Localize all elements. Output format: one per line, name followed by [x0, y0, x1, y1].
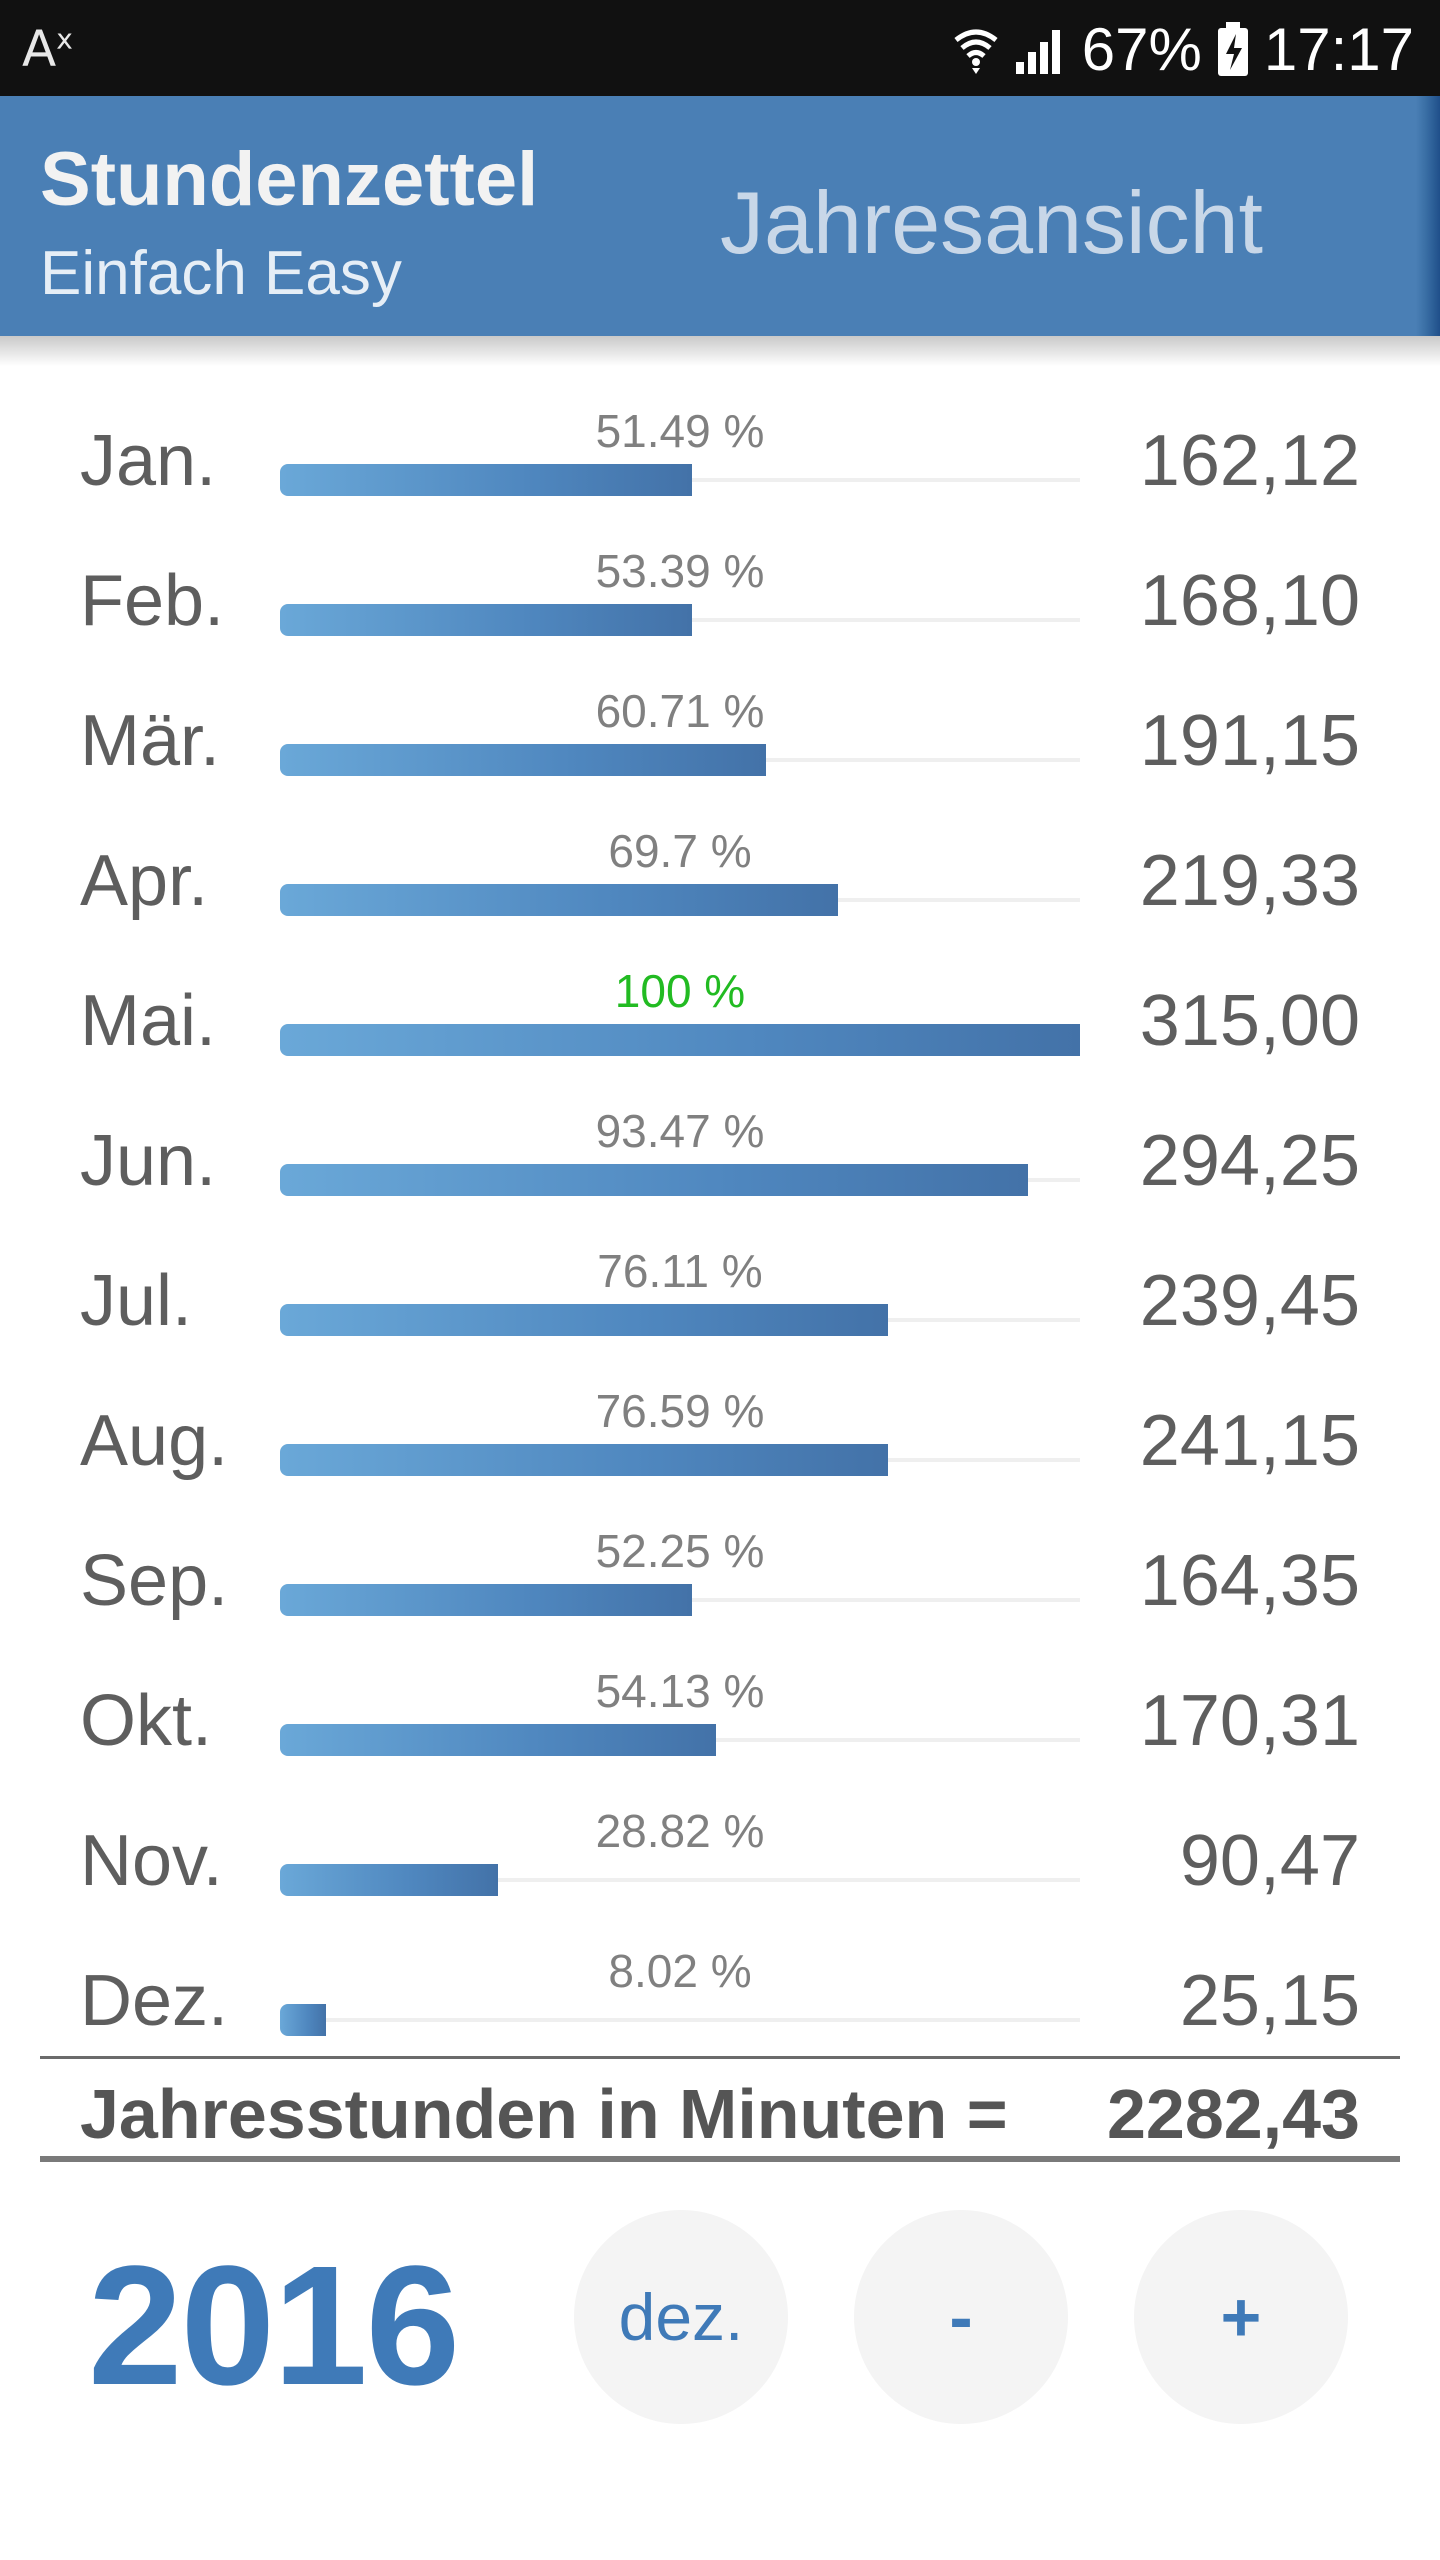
status-bar: Ax 67% 17:17	[0, 0, 1440, 96]
status-time: 17:17	[1263, 15, 1414, 83]
percent-label: 51.49 %	[595, 405, 765, 457]
progress-track	[280, 1878, 1080, 1882]
divider	[40, 2156, 1400, 2162]
month-row[interactable]: Mär. 60.71 % 191,15	[0, 660, 1440, 800]
percent-label: 54.13 %	[595, 1665, 765, 1717]
battery-charging-icon	[1217, 22, 1248, 76]
month-label: Nov.	[80, 1821, 223, 1901]
month-hours-value: 90,47	[1179, 1821, 1360, 1901]
year-display: 2016	[88, 2231, 460, 2421]
progress-bar-fill	[280, 464, 692, 496]
month-hours-value: 25,15	[1179, 1961, 1360, 2041]
month-label: Aug.	[80, 1401, 229, 1481]
year-increment-button[interactable]: +	[1134, 2210, 1348, 2424]
app-bar-edge	[1416, 96, 1440, 336]
total-value: 2282,43	[1106, 2075, 1360, 2153]
month-label: Dez.	[80, 1961, 229, 2041]
progress-track	[280, 2018, 1080, 2022]
month-label: Mai.	[80, 981, 217, 1061]
month-row[interactable]: Mai. 100 % 315,00	[0, 940, 1440, 1080]
month-label: Mär.	[80, 701, 221, 781]
month-select-button[interactable]: dez.	[574, 2210, 788, 2424]
percent-label: 8.02 %	[608, 1945, 752, 1997]
month-label: Jul.	[80, 1261, 193, 1341]
status-icons: 67% 17:17	[952, 14, 1414, 84]
signal-icon	[1015, 30, 1060, 74]
month-row[interactable]: Apr. 69.7 % 219,33	[0, 800, 1440, 940]
accessibility-icon: Ax	[22, 20, 73, 78]
month-hours-value: 170,31	[1139, 1681, 1360, 1761]
month-hours-value: 168,10	[1139, 561, 1360, 641]
progress-bar-fill	[280, 1444, 888, 1476]
month-row[interactable]: Jun. 93.47 % 294,25	[0, 1080, 1440, 1220]
screen-title: Jahresansicht	[720, 173, 1263, 272]
app-title: Stundenzettel	[40, 137, 539, 222]
month-row[interactable]: Nov. 28.82 % 90,47	[0, 1780, 1440, 1920]
month-row[interactable]: Aug. 76.59 % 241,15	[0, 1360, 1440, 1500]
progress-bar-fill	[280, 2004, 326, 2036]
percent-label: 100 %	[614, 965, 746, 1017]
percent-label: 60.71 %	[595, 685, 765, 737]
progress-bar-fill	[280, 1024, 1080, 1056]
progress-bar-fill	[280, 1304, 888, 1336]
month-row[interactable]: Jul. 76.11 % 239,45	[0, 1220, 1440, 1360]
month-hours-value: 219,33	[1139, 841, 1360, 921]
divider	[40, 2056, 1400, 2059]
month-hours-value: 315,00	[1139, 981, 1360, 1061]
month-row[interactable]: Feb. 53.39 % 168,10	[0, 520, 1440, 660]
app-bar: Stundenzettel Einfach Easy Jahresansicht	[0, 96, 1440, 336]
month-label: Jan.	[80, 421, 217, 501]
month-row[interactable]: Okt. 54.13 % 170,31	[0, 1640, 1440, 1780]
progress-bar-fill	[280, 1724, 716, 1756]
month-row[interactable]: Sep. 52.25 % 164,35	[0, 1500, 1440, 1640]
progress-bar-fill	[280, 884, 838, 916]
month-row[interactable]: Jan. 51.49 % 162,12	[0, 380, 1440, 520]
battery-percent: 67%	[1081, 15, 1202, 83]
month-label: Jun.	[80, 1121, 217, 1201]
percent-label: 76.59 %	[595, 1385, 765, 1437]
progress-bar-fill	[280, 744, 766, 776]
progress-bar-fill	[280, 604, 692, 636]
month-hours-value: 162,12	[1139, 421, 1360, 501]
month-hours-value: 239,45	[1139, 1261, 1360, 1341]
month-row[interactable]: Dez. 8.02 % 25,15	[0, 1920, 1440, 2060]
app-bar-shadow	[0, 336, 1440, 366]
progress-bar-fill	[280, 1584, 692, 1616]
app-subtitle: Einfach Easy	[40, 239, 402, 308]
progress-bar-fill	[280, 1864, 498, 1896]
month-label: Feb.	[80, 561, 225, 641]
percent-label: 69.7 %	[608, 825, 752, 877]
percent-label: 52.25 %	[595, 1525, 765, 1577]
month-label: Sep.	[80, 1541, 229, 1621]
progress-bar-fill	[280, 1164, 1028, 1196]
month-hours-value: 241,15	[1139, 1401, 1360, 1481]
year-decrement-button[interactable]: -	[854, 2210, 1068, 2424]
month-label: Okt.	[80, 1681, 213, 1761]
percent-label: 28.82 %	[595, 1805, 765, 1857]
percent-label: 76.11 %	[597, 1245, 763, 1297]
month-hours-value: 164,35	[1139, 1541, 1360, 1621]
month-label: Apr.	[80, 841, 209, 921]
wifi-icon	[954, 29, 998, 74]
percent-label: 93.47 %	[595, 1105, 765, 1157]
month-hours-value: 294,25	[1139, 1121, 1360, 1201]
percent-label: 53.39 %	[595, 545, 765, 597]
total-label: Jahresstunden in Minuten =	[80, 2075, 1008, 2153]
month-hours-value: 191,15	[1139, 701, 1360, 781]
